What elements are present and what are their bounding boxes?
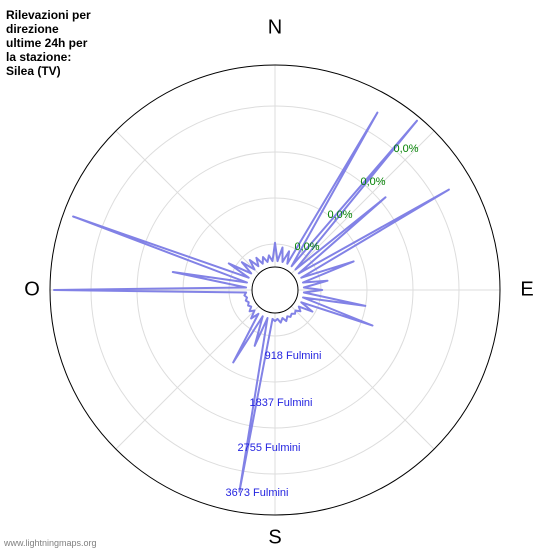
upper-labels-1: 0,0% <box>327 209 352 221</box>
lower-labels-3: 3673 Fulmini <box>226 487 289 499</box>
chart-title: Rilevazioni perdirezioneultime 24h perla… <box>6 8 91 78</box>
cardinal-e: E <box>520 279 533 302</box>
lower-labels-0: 918 Fulmini <box>265 350 322 362</box>
cardinal-s: S <box>268 527 281 550</box>
lower-labels-2: 2755 Fulmini <box>238 442 301 454</box>
upper-labels-0: 0,0% <box>294 241 319 253</box>
cardinal-o: O <box>24 279 40 302</box>
rose-polygon <box>54 113 449 492</box>
upper-labels-2: 0,0% <box>360 176 385 188</box>
cardinal-n: N <box>268 17 282 40</box>
upper-labels-3: 0,0% <box>393 143 418 155</box>
footer-credit: www.lightningmaps.org <box>4 538 97 548</box>
lower-labels-1: 1837 Fulmini <box>250 397 313 409</box>
